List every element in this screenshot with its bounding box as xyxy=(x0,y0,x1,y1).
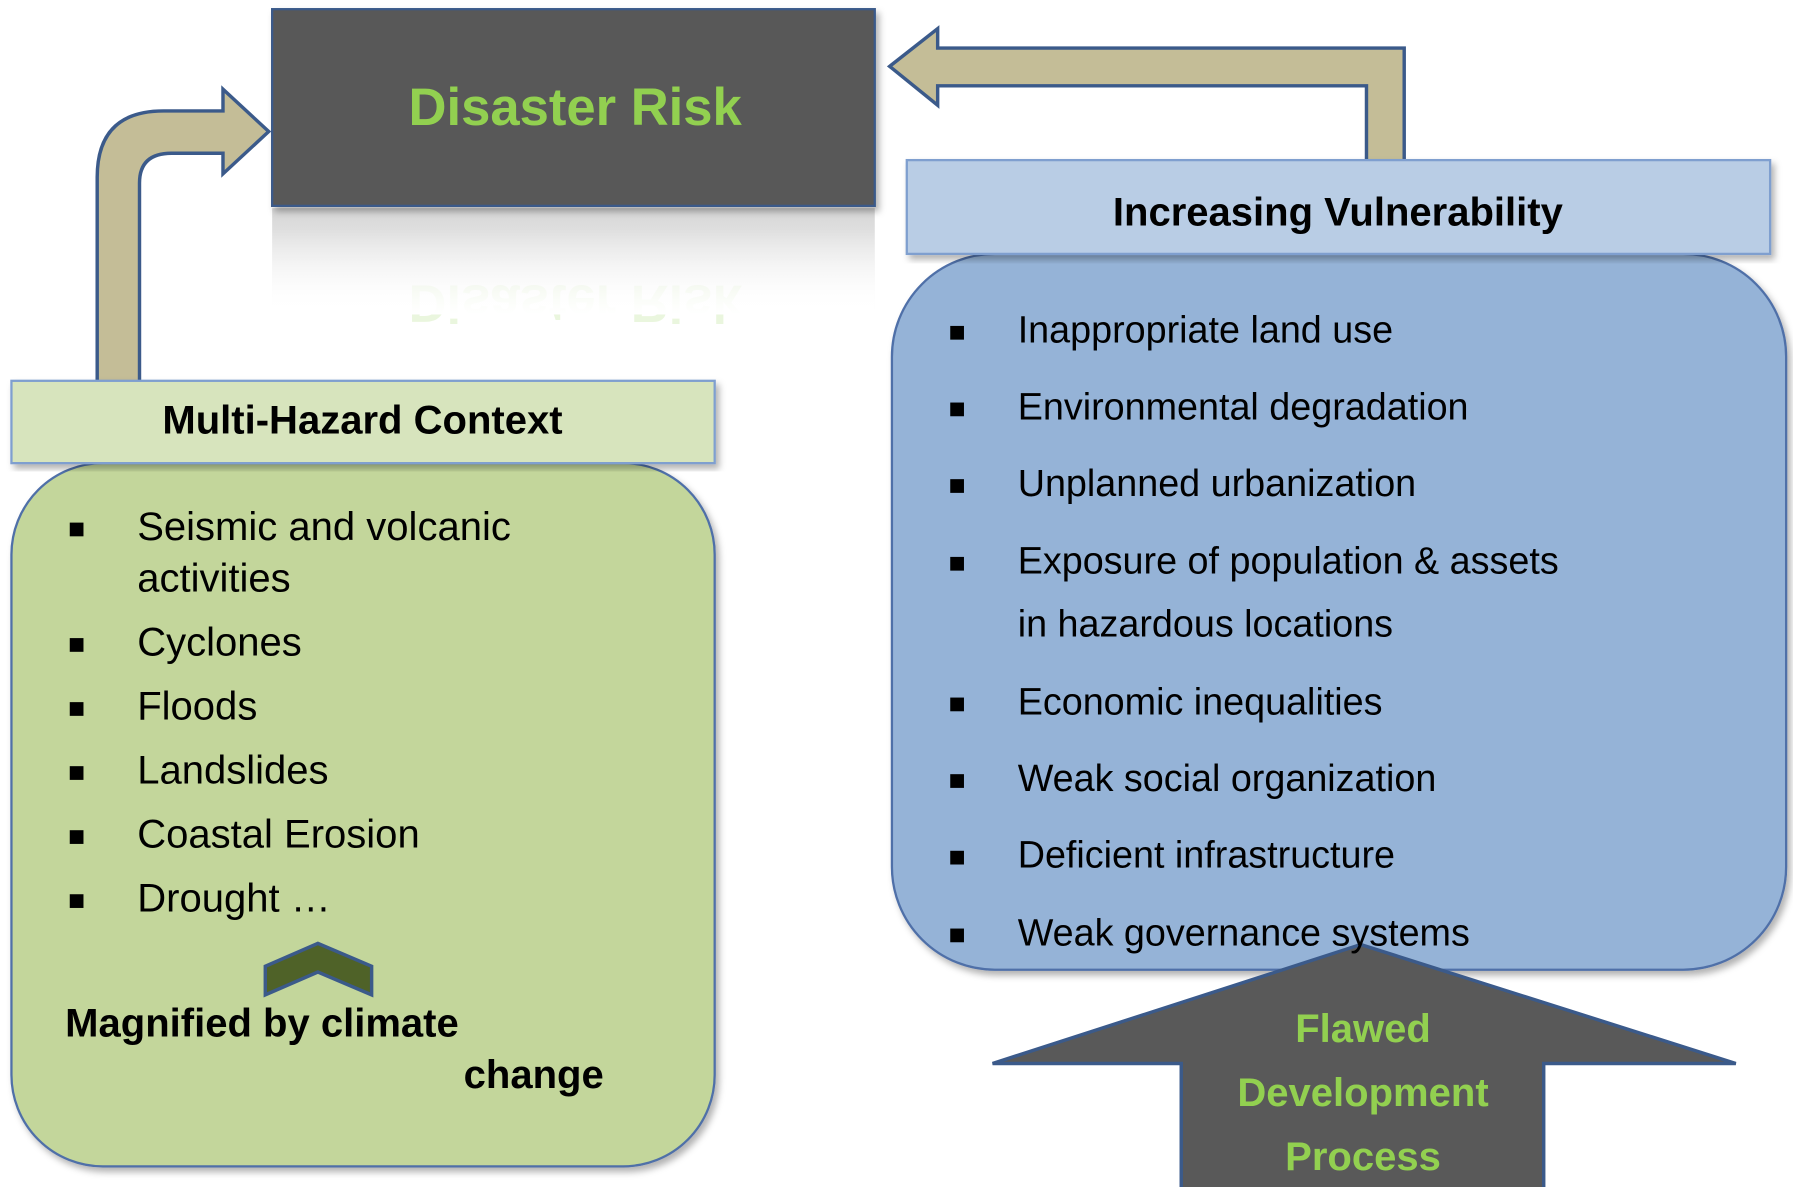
hazard-heading: Multi-Hazard Context xyxy=(162,399,562,443)
list-item: Exposure of population & assets xyxy=(1018,540,1559,582)
hazard-heading-box xyxy=(10,379,716,465)
bullet xyxy=(950,479,964,493)
bullet xyxy=(69,522,84,537)
list-item: Environmental degradation xyxy=(1018,385,1469,427)
list-item: Weak governance systems xyxy=(1018,911,1470,953)
driver-label: Process xyxy=(1285,1135,1441,1179)
bullet xyxy=(950,697,964,712)
note-line: change xyxy=(464,1053,604,1097)
driver-label: Development xyxy=(1237,1071,1488,1115)
chevron xyxy=(263,941,374,998)
list-item: Inappropriate land use xyxy=(1018,309,1393,351)
list-item: Deficient infrastructure xyxy=(1018,834,1395,876)
vulnerability-arrow xyxy=(886,25,1406,177)
reflection-fade xyxy=(272,228,875,315)
list-item: Landslides xyxy=(137,749,328,793)
title: Disaster Risk xyxy=(409,78,743,137)
bullet xyxy=(950,928,964,943)
list-item: Cyclones xyxy=(137,621,302,665)
list-item: in hazardous locations xyxy=(1018,603,1393,645)
bullet xyxy=(69,638,84,652)
bullet xyxy=(69,702,84,716)
driver-label: Flawed xyxy=(1295,1007,1431,1051)
list-item: Floods xyxy=(137,685,257,729)
bullet xyxy=(69,766,84,780)
list-item: Drought … xyxy=(137,877,330,921)
vulnerability-heading-box xyxy=(905,158,1772,256)
development-arrow xyxy=(992,942,1737,1187)
bullet xyxy=(69,894,84,908)
bullet xyxy=(950,325,964,340)
list-item: activities xyxy=(137,556,290,600)
bullet xyxy=(950,850,964,865)
bullet xyxy=(69,830,84,844)
list-item: Seismic and volcanic xyxy=(137,505,511,549)
list-item: Coastal Erosion xyxy=(137,813,419,857)
vulnerability-heading: Increasing Vulnerability xyxy=(1113,191,1564,235)
bullet xyxy=(950,556,964,571)
list-item: Economic inequalities xyxy=(1018,680,1383,722)
bullet xyxy=(950,402,964,417)
list-item: Unplanned urbanization xyxy=(1018,462,1416,504)
note-line: Magnified by climate xyxy=(65,1001,459,1045)
hazard-arrow xyxy=(95,85,272,385)
bullet xyxy=(950,774,964,788)
title-box xyxy=(271,8,876,207)
list-item: Weak social organization xyxy=(1018,757,1437,799)
